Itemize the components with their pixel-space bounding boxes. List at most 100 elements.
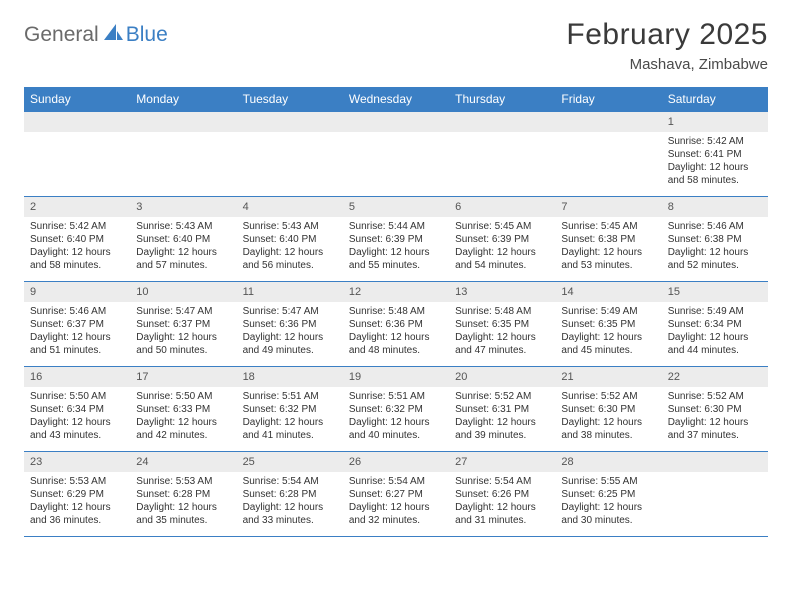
day-details: Sunrise: 5:49 AMSunset: 6:34 PMDaylight:… — [662, 302, 768, 361]
day-cell: 18Sunrise: 5:51 AMSunset: 6:32 PMDayligh… — [237, 367, 343, 451]
sunset-line: Sunset: 6:40 PM — [136, 233, 230, 246]
day-cell: 2Sunrise: 5:42 AMSunset: 6:40 PMDaylight… — [24, 197, 130, 281]
sunset-line: Sunset: 6:39 PM — [455, 233, 549, 246]
sunset-line: Sunset: 6:39 PM — [349, 233, 443, 246]
day-cell: 26Sunrise: 5:54 AMSunset: 6:27 PMDayligh… — [343, 452, 449, 536]
sunset-line: Sunset: 6:26 PM — [455, 488, 549, 501]
day-number: 23 — [24, 452, 130, 472]
day-number: 6 — [449, 197, 555, 217]
sunset-line: Sunset: 6:36 PM — [349, 318, 443, 331]
daylight-line: Daylight: 12 hours and 45 minutes. — [561, 331, 655, 357]
daylight-line: Daylight: 12 hours and 54 minutes. — [455, 246, 549, 272]
day-number: 16 — [24, 367, 130, 387]
sunrise-line: Sunrise: 5:49 AM — [561, 305, 655, 318]
day-details: Sunrise: 5:46 AMSunset: 6:37 PMDaylight:… — [24, 302, 130, 361]
sunrise-line: Sunrise: 5:52 AM — [561, 390, 655, 403]
sunrise-line: Sunrise: 5:44 AM — [349, 220, 443, 233]
day-details: Sunrise: 5:51 AMSunset: 6:32 PMDaylight:… — [237, 387, 343, 446]
daylight-line: Daylight: 12 hours and 38 minutes. — [561, 416, 655, 442]
day-cell: 20Sunrise: 5:52 AMSunset: 6:31 PMDayligh… — [449, 367, 555, 451]
day-cell: 5Sunrise: 5:44 AMSunset: 6:39 PMDaylight… — [343, 197, 449, 281]
day-cell: 8Sunrise: 5:46 AMSunset: 6:38 PMDaylight… — [662, 197, 768, 281]
daylight-line: Daylight: 12 hours and 57 minutes. — [136, 246, 230, 272]
sunset-line: Sunset: 6:28 PM — [136, 488, 230, 501]
week-row: 9Sunrise: 5:46 AMSunset: 6:37 PMDaylight… — [24, 281, 768, 366]
day-number: 17 — [130, 367, 236, 387]
sunset-line: Sunset: 6:36 PM — [243, 318, 337, 331]
sunrise-line: Sunrise: 5:54 AM — [455, 475, 549, 488]
day-cell: 4Sunrise: 5:43 AMSunset: 6:40 PMDaylight… — [237, 197, 343, 281]
day-cell: 13Sunrise: 5:48 AMSunset: 6:35 PMDayligh… — [449, 282, 555, 366]
day-number — [237, 112, 343, 132]
day-number: 18 — [237, 367, 343, 387]
day-number — [130, 112, 236, 132]
day-number: 4 — [237, 197, 343, 217]
day-details: Sunrise: 5:51 AMSunset: 6:32 PMDaylight:… — [343, 387, 449, 446]
calendar-page: General Blue February 2025 Mashava, Zimb… — [0, 0, 792, 547]
daylight-line: Daylight: 12 hours and 41 minutes. — [243, 416, 337, 442]
day-cell: 11Sunrise: 5:47 AMSunset: 6:36 PMDayligh… — [237, 282, 343, 366]
day-cell — [24, 112, 130, 196]
sunrise-line: Sunrise: 5:43 AM — [136, 220, 230, 233]
day-number: 9 — [24, 282, 130, 302]
sunrise-line: Sunrise: 5:53 AM — [30, 475, 124, 488]
daylight-line: Daylight: 12 hours and 43 minutes. — [30, 416, 124, 442]
weekday-cell: Saturday — [662, 87, 768, 111]
day-number: 24 — [130, 452, 236, 472]
day-cell: 24Sunrise: 5:53 AMSunset: 6:28 PMDayligh… — [130, 452, 236, 536]
title-block: February 2025 Mashava, Zimbabwe — [566, 18, 768, 73]
sunset-line: Sunset: 6:28 PM — [243, 488, 337, 501]
sunrise-line: Sunrise: 5:45 AM — [561, 220, 655, 233]
day-details: Sunrise: 5:47 AMSunset: 6:37 PMDaylight:… — [130, 302, 236, 361]
logo-text-general: General — [24, 23, 99, 47]
daylight-line: Daylight: 12 hours and 39 minutes. — [455, 416, 549, 442]
day-details: Sunrise: 5:54 AMSunset: 6:28 PMDaylight:… — [237, 472, 343, 531]
day-details: Sunrise: 5:42 AMSunset: 6:41 PMDaylight:… — [662, 132, 768, 191]
day-cell: 14Sunrise: 5:49 AMSunset: 6:35 PMDayligh… — [555, 282, 661, 366]
daylight-line: Daylight: 12 hours and 31 minutes. — [455, 501, 549, 527]
logo-sail-icon — [102, 22, 124, 47]
day-details: Sunrise: 5:54 AMSunset: 6:26 PMDaylight:… — [449, 472, 555, 531]
daylight-line: Daylight: 12 hours and 56 minutes. — [243, 246, 337, 272]
day-details: Sunrise: 5:52 AMSunset: 6:31 PMDaylight:… — [449, 387, 555, 446]
day-number: 12 — [343, 282, 449, 302]
day-cell: 25Sunrise: 5:54 AMSunset: 6:28 PMDayligh… — [237, 452, 343, 536]
sunrise-line: Sunrise: 5:51 AM — [349, 390, 443, 403]
sunrise-line: Sunrise: 5:50 AM — [30, 390, 124, 403]
day-number — [449, 112, 555, 132]
day-cell: 1Sunrise: 5:42 AMSunset: 6:41 PMDaylight… — [662, 112, 768, 196]
day-details: Sunrise: 5:46 AMSunset: 6:38 PMDaylight:… — [662, 217, 768, 276]
sunset-line: Sunset: 6:35 PM — [455, 318, 549, 331]
sunset-line: Sunset: 6:31 PM — [455, 403, 549, 416]
sunrise-line: Sunrise: 5:45 AM — [455, 220, 549, 233]
sunset-line: Sunset: 6:37 PM — [30, 318, 124, 331]
sunset-line: Sunset: 6:41 PM — [668, 148, 762, 161]
daylight-line: Daylight: 12 hours and 53 minutes. — [561, 246, 655, 272]
day-cell: 10Sunrise: 5:47 AMSunset: 6:37 PMDayligh… — [130, 282, 236, 366]
day-number: 26 — [343, 452, 449, 472]
day-details: Sunrise: 5:48 AMSunset: 6:35 PMDaylight:… — [449, 302, 555, 361]
day-number: 28 — [555, 452, 661, 472]
sunrise-line: Sunrise: 5:54 AM — [349, 475, 443, 488]
day-cell: 6 Sunrise: 5:45 AMSunset: 6:39 PMDaylight… — [449, 197, 555, 281]
day-number — [24, 112, 130, 132]
sunset-line: Sunset: 6:40 PM — [243, 233, 337, 246]
day-number: 27 — [449, 452, 555, 472]
day-cell: 9Sunrise: 5:46 AMSunset: 6:37 PMDaylight… — [24, 282, 130, 366]
day-cell: 17Sunrise: 5:50 AMSunset: 6:33 PMDayligh… — [130, 367, 236, 451]
sunset-line: Sunset: 6:40 PM — [30, 233, 124, 246]
day-cell — [237, 112, 343, 196]
daylight-line: Daylight: 12 hours and 52 minutes. — [668, 246, 762, 272]
daylight-line: Daylight: 12 hours and 40 minutes. — [349, 416, 443, 442]
day-cell: 22Sunrise: 5:52 AMSunset: 6:30 PMDayligh… — [662, 367, 768, 451]
day-number: 10 — [130, 282, 236, 302]
day-cell: 19Sunrise: 5:51 AMSunset: 6:32 PMDayligh… — [343, 367, 449, 451]
day-cell: 28Sunrise: 5:55 AMSunset: 6:25 PMDayligh… — [555, 452, 661, 536]
sunrise-line: Sunrise: 5:46 AM — [668, 220, 762, 233]
day-number: 3 — [130, 197, 236, 217]
daylight-line: Daylight: 12 hours and 33 minutes. — [243, 501, 337, 527]
weekday-cell: Sunday — [24, 87, 130, 111]
sunrise-line: Sunrise: 5:42 AM — [30, 220, 124, 233]
week-row: 2Sunrise: 5:42 AMSunset: 6:40 PMDaylight… — [24, 196, 768, 281]
sunrise-line: Sunrise: 5:48 AM — [349, 305, 443, 318]
